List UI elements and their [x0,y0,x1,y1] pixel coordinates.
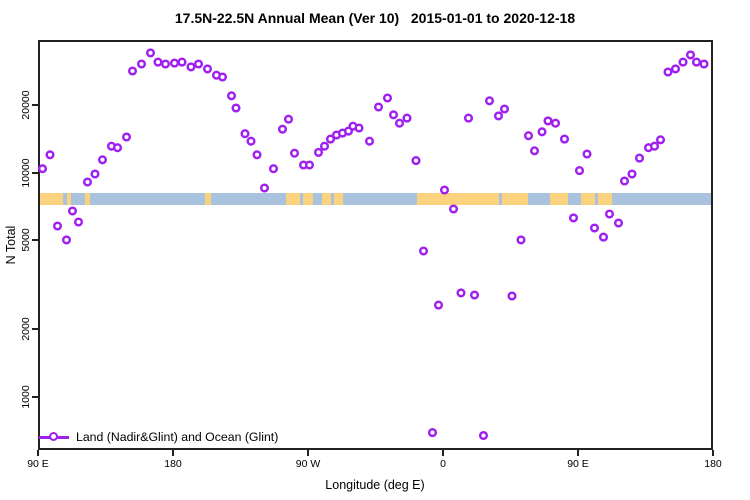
land-segment [40,192,63,206]
land-ocean-map-band [40,192,711,206]
x-tick-label: 90 W [295,458,321,470]
x-tick [307,450,309,456]
land-segment [333,192,343,206]
land-segment [416,192,500,206]
land-segment [285,192,300,206]
x-tick [442,450,444,456]
y-axis-title: N Total [4,225,18,265]
x-tick-label: 180 [704,458,722,470]
x-tick-label: 90 E [27,458,49,470]
y-tick [32,328,38,331]
land-segment [502,192,528,206]
legend-marker-circle-icon [49,432,58,441]
land-segment [205,192,211,206]
x-tick [37,450,39,456]
plot-area [38,40,713,450]
y-tick [32,238,38,241]
land-segment [67,192,71,206]
y-tick-label: 10000 [20,157,32,188]
y-tick [32,395,38,398]
legend-label: Land (Nadir&Glint) and Ocean (Glint) [76,430,279,444]
land-segment [549,192,569,206]
land-segment [581,192,596,206]
y-tick-label: 20000 [20,90,32,120]
y-tick [32,171,38,174]
land-segment [598,192,612,206]
x-tick [577,450,579,456]
y-tick [32,104,38,107]
x-tick-label: 180 [164,458,182,470]
x-tick [172,450,174,456]
land-segment [302,192,313,206]
land-segment [84,192,90,206]
land-segment [322,192,332,206]
x-tick-label: 0 [440,458,446,470]
x-tick [712,450,714,456]
y-tick-label: 5000 [20,228,32,252]
y-tick-label: 1000 [20,384,32,409]
y-tick-label: 2000 [20,317,32,341]
x-axis-title: Longitude (deg E) [325,478,425,492]
chart-title: 17.5N-22.5N Annual Mean (Ver 10) 2015-01… [174,10,576,26]
x-tick-label: 90 E [567,458,589,470]
